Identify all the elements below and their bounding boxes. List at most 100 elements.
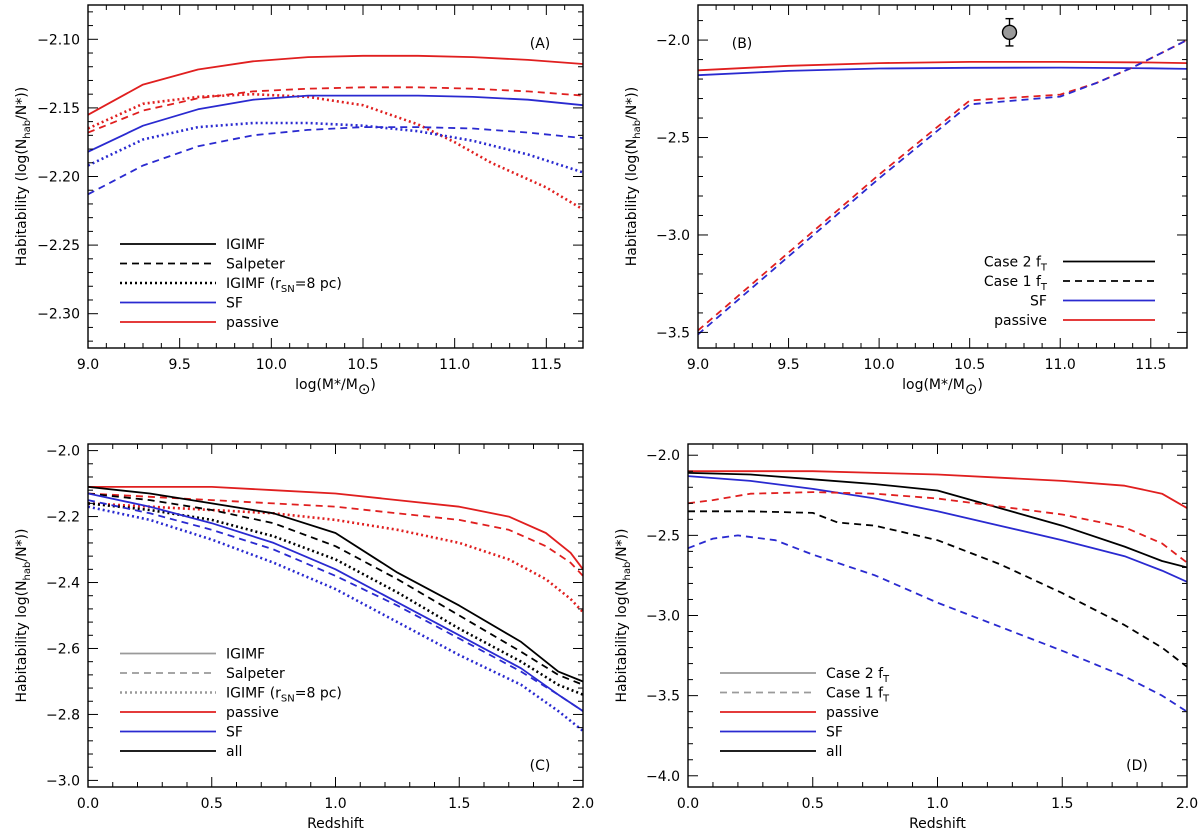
panel-d-label: (D) bbox=[1126, 758, 1148, 774]
panel-a-ytick-label: −2.20 bbox=[37, 170, 80, 186]
panel-c-legend: IGIMF Salpeter IGIMF (rSN=8 pc)passive SF al… bbox=[120, 647, 342, 760]
panel-d-ytick-label: −2.0 bbox=[646, 448, 680, 464]
panel-c-line-igimf-passive bbox=[88, 485, 583, 570]
legend-label-case-1-ft: Case 1 fT bbox=[984, 274, 1048, 293]
panel-c-ytick-label: −2.6 bbox=[46, 641, 80, 657]
panel-c-label: (C) bbox=[530, 758, 551, 774]
panel-a-line-igimf-r-sn-8pc-sf bbox=[88, 121, 583, 174]
panel-a-line-salpeter-sf bbox=[88, 126, 583, 196]
panel-b-ytick-label: −2.0 bbox=[656, 33, 690, 49]
panel-a-ytick-label: −2.30 bbox=[37, 307, 80, 323]
legend-label-igimf: IGIMF bbox=[226, 237, 265, 253]
panel-d-xlabel: Redshift bbox=[909, 816, 966, 832]
panel-a-xtick-label: 11.0 bbox=[439, 357, 470, 373]
panel-b-line-case-2-passive bbox=[698, 61, 1187, 72]
panel-d-xtick-label: 0.5 bbox=[802, 796, 824, 812]
legend-label-igimf-rsn: IGIMF (rSN=8 pc) bbox=[226, 276, 342, 295]
panel-b-line-case-1-passive bbox=[698, 39, 1187, 332]
panel-b-frame bbox=[697, 4, 1188, 349]
legend-label-igimf-rsn: IGIMF (rSN=8 pc) bbox=[226, 686, 342, 705]
panel-c-xlabel: Redshift bbox=[307, 816, 364, 832]
panel-a-ytick-label: −2.25 bbox=[37, 238, 80, 254]
legend-label-sf: SF bbox=[826, 725, 843, 741]
panel-d-ytick-label: −3.0 bbox=[646, 609, 680, 625]
observed-point-marker bbox=[1001, 24, 1018, 40]
panel-a-line-igimf-passive bbox=[88, 54, 583, 116]
panel-b-ytick-label: −2.5 bbox=[656, 131, 690, 147]
panel-c-ytick-label: −2.4 bbox=[46, 576, 80, 592]
panel-d-xtick-label: 1.0 bbox=[926, 796, 948, 812]
panel-b-ytick-label: −3.0 bbox=[656, 228, 690, 244]
panel-d-xtick-label: 1.5 bbox=[1051, 796, 1073, 812]
panel-d-xtick-label: 2.0 bbox=[1176, 796, 1198, 812]
panel-d-ytick-label: −2.5 bbox=[646, 528, 680, 544]
legend-label-case-1-ft: Case 1 fT bbox=[826, 686, 890, 705]
legend-label-igimf: IGIMF bbox=[226, 647, 265, 663]
panel-b-xtick-label: 11.5 bbox=[1135, 357, 1166, 373]
panel-d-series bbox=[688, 470, 1187, 713]
panel-b-xtick-label: 10.5 bbox=[954, 357, 985, 373]
panel-a-line-salpeter-passive bbox=[88, 86, 583, 134]
panel-d-ytick-label: −4.0 bbox=[646, 769, 680, 785]
legend-label-sf: SF bbox=[226, 725, 243, 741]
panel-d-ytick-label: −3.5 bbox=[646, 689, 680, 705]
legend-label-salpeter: Salpeter bbox=[226, 666, 285, 682]
panel-b-xtick-label: 9.5 bbox=[777, 357, 799, 373]
panel-a-line-igimf-sf bbox=[88, 94, 583, 153]
panel-d-line-case-1-all bbox=[688, 510, 1187, 668]
legend-label-passive: passive bbox=[826, 705, 879, 721]
panel-c-line-salpeter-all bbox=[88, 492, 583, 686]
panel-a-label: (A) bbox=[530, 36, 551, 52]
legend-label-all: all bbox=[826, 744, 842, 760]
panel-b-line-case-2-sf bbox=[698, 66, 1187, 77]
panel-b-series bbox=[698, 39, 1187, 336]
panel-d: 0.0 0.5 1.0 1.5 2.0 −4.0 −3.5 −3.0 −2.5 −2.0 Redsh… bbox=[614, 443, 1198, 832]
legend-label-all: all bbox=[226, 744, 242, 760]
panel-a-ytick-label: −2.15 bbox=[37, 101, 80, 117]
panel-c-xtick-label: 1.5 bbox=[448, 796, 470, 812]
panel-d-line-case-1-passive bbox=[688, 491, 1187, 564]
panel-c-line-salpeter-sf bbox=[88, 499, 583, 712]
panel-b: 9.0 9.5 10.0 10.5 11.0 11.5 −3.5 −3.0 −2.5 −2.0 lo… bbox=[624, 4, 1188, 398]
panel-c-line-igimf-r-sn-8pc-sf bbox=[88, 505, 583, 732]
legend-label-passive: passive bbox=[226, 315, 279, 331]
panel-d-line-case-2-sf bbox=[688, 475, 1187, 583]
panel-c-line-igimf-all bbox=[88, 486, 583, 683]
panel-c-ytick-label: −2.0 bbox=[46, 444, 80, 460]
panel-b-line-case-1-sf bbox=[698, 39, 1187, 336]
panel-d-line-case-1-sf bbox=[688, 534, 1187, 713]
panel-d-line-case-2-passive bbox=[688, 470, 1187, 509]
panel-c-xtick-label: 2.0 bbox=[572, 796, 594, 812]
panel-c: 0.0 0.5 1.0 1.5 2.0 −3.0 −2.8 −2.6 −2.4 −2.2 −2.0 R… bbox=[14, 443, 594, 832]
panel-a-line-igimf-r-sn-8pc-passive bbox=[88, 92, 583, 211]
panel-a-ytick-label: −2.10 bbox=[37, 32, 80, 48]
panel-c-ytick-label: −2.2 bbox=[46, 510, 80, 526]
panel-c-line-salpeter-passive bbox=[88, 492, 583, 577]
panel-a-ylabel: Habitability (log(Nhab/N*)) bbox=[14, 87, 33, 266]
panel-c-ytick-label: −2.8 bbox=[46, 707, 80, 723]
panel-a: 9.0 9.5 10.0 10.5 11.0 11.5 −2.30 −2.25 −2.20 −2.… bbox=[14, 4, 584, 398]
panel-b-xtick-label: 10.0 bbox=[864, 357, 895, 373]
panel-a-legend: IGIMF Salpeter IGIMF (rSN=8 pc)SF passive bbox=[120, 237, 342, 331]
panel-b-ytick-label: −3.5 bbox=[656, 325, 690, 341]
legend-label-passive: passive bbox=[994, 313, 1047, 329]
legend-label-case-2-ft: Case 2 fT bbox=[984, 255, 1048, 274]
panel-a-xlabel: log(M*/M⊙) bbox=[295, 377, 376, 398]
legend-label-sf: SF bbox=[226, 296, 243, 312]
panel-a-xtick-label: 10.5 bbox=[347, 357, 378, 373]
panel-c-line-igimf-sf bbox=[88, 492, 583, 712]
panel-d-ylabel: Habitability log(Nhab/N*)) bbox=[614, 529, 633, 703]
panel-b-ylabel: Habitability (log(Nhab/N*)) bbox=[624, 87, 643, 266]
panel-d-frame bbox=[687, 443, 1188, 788]
panel-a-series bbox=[88, 54, 583, 211]
panel-c-series bbox=[88, 485, 583, 732]
panel-b-xtick-label: 11.0 bbox=[1045, 357, 1076, 373]
panel-c-line-igimf-r-sn-8pc-all bbox=[88, 502, 583, 696]
panel-d-line-case-2-all bbox=[688, 472, 1187, 569]
panel-c-ylabel: Habitability log(Nhab/N*)) bbox=[14, 529, 33, 703]
panel-a-xtick-label: 9.0 bbox=[77, 357, 99, 373]
panel-b-label: (B) bbox=[732, 36, 753, 52]
